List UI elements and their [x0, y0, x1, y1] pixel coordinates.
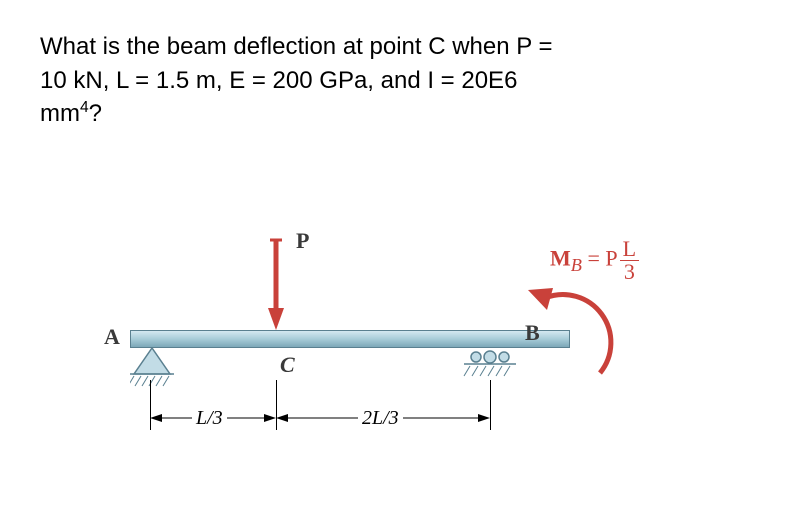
question-line3-prefix: mm	[40, 100, 80, 127]
question-line1: What is the beam deflection at point C w…	[40, 33, 553, 60]
question-line3-suffix: ?	[89, 100, 102, 127]
moment-num: L	[620, 238, 639, 261]
label-P: P	[296, 228, 309, 254]
moment-M: M	[550, 246, 571, 271]
support-pin-icon	[130, 348, 174, 394]
beam-body	[130, 330, 570, 348]
label-A: A	[104, 324, 120, 350]
load-arrow-icon	[266, 236, 286, 332]
dim-ext-right	[490, 380, 491, 430]
beam-diagram: P MB = P L 3 A B C	[100, 210, 680, 490]
label-C: C	[280, 352, 295, 378]
tick-right	[490, 412, 491, 422]
dim-label-L3: L/3	[192, 407, 227, 430]
moment-eq: = P	[582, 246, 618, 271]
question-exponent: 4	[80, 99, 89, 116]
page-container: What is the beam deflection at point C w…	[0, 0, 800, 513]
question-line2: 10 kN, L = 1.5 m, E = 200 GPa, and I = 2…	[40, 67, 517, 94]
dim-label-2L3: 2L/3	[358, 407, 403, 430]
label-B: B	[525, 320, 540, 346]
question-text: What is the beam deflection at point C w…	[40, 30, 760, 131]
